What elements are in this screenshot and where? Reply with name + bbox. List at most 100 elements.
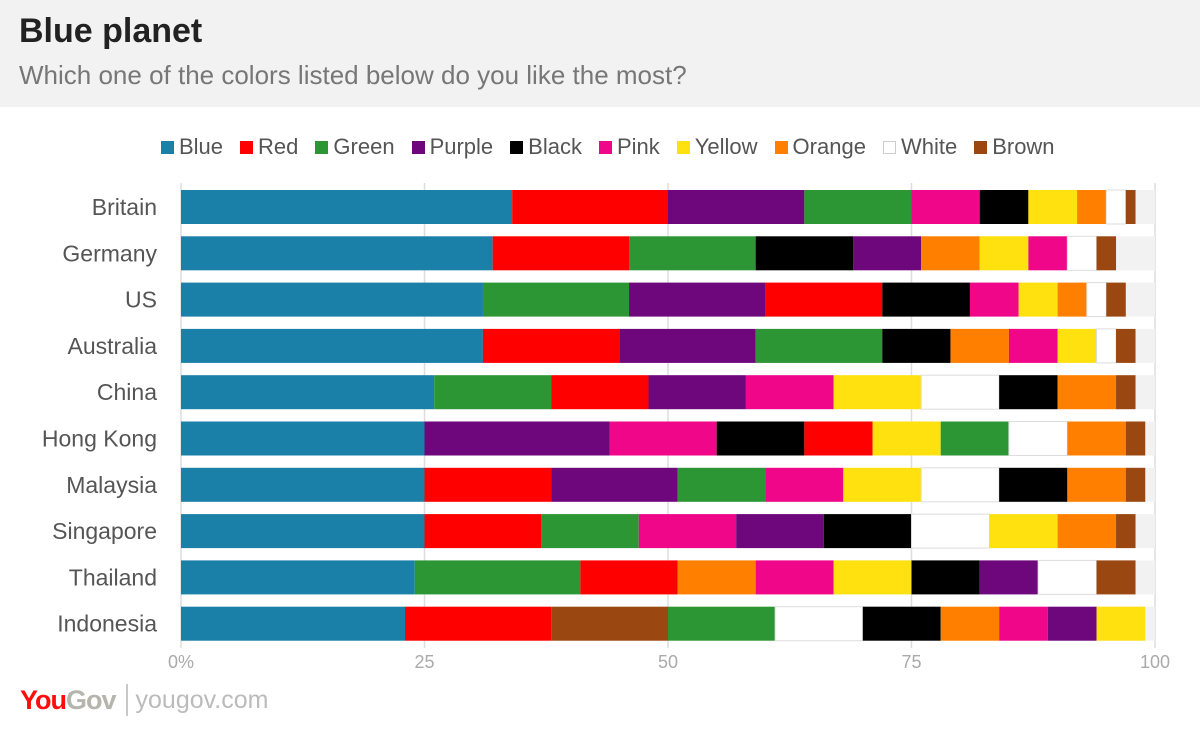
bar-segment-china-red bbox=[551, 375, 649, 410]
bar-segment-us-brown bbox=[1106, 282, 1126, 317]
bar-segment-britain-purple bbox=[668, 190, 805, 224]
bar-segment-germany-black bbox=[755, 236, 854, 271]
bar-segment-australia-green bbox=[755, 328, 883, 363]
legend-item-red: Red bbox=[240, 134, 298, 160]
bar-segment-us-green bbox=[482, 282, 630, 317]
footer-divider bbox=[125, 684, 128, 716]
bar-segment-thailand-purple bbox=[979, 560, 1039, 595]
bar-segment-indonesia-red bbox=[405, 606, 552, 641]
category-label: Indonesia bbox=[57, 611, 157, 637]
bar-segment-britain-pink bbox=[911, 190, 980, 224]
header: Blue planet Which one of the colors list… bbox=[0, 0, 1200, 107]
legend-swatch bbox=[315, 140, 329, 154]
legend-label: Brown bbox=[992, 134, 1055, 159]
legend-item-pink: Pink bbox=[598, 134, 660, 160]
x-tick-label: 100 bbox=[1140, 652, 1170, 672]
bar-segment-germany-orange bbox=[921, 236, 980, 271]
bar-segment-germany-yellow bbox=[979, 236, 1029, 271]
legend-label: Green bbox=[333, 134, 395, 159]
category-label: China bbox=[97, 379, 157, 405]
bar-segment-hong-kong-blue bbox=[181, 421, 425, 456]
bar-segment-malaysia-brown bbox=[1125, 467, 1146, 502]
bar-segment-singapore-yellow bbox=[989, 514, 1058, 549]
x-tick-label: 25 bbox=[414, 652, 434, 672]
x-tick-label: 50 bbox=[658, 652, 678, 672]
bar-segment-germany-white bbox=[1066, 235, 1098, 271]
bar-segment-us-blue bbox=[181, 282, 483, 317]
category-label: Malaysia bbox=[66, 472, 157, 498]
bar-segment-australia-blue bbox=[181, 328, 483, 363]
bar-segment-us-red bbox=[765, 282, 883, 317]
bar-segment-singapore-black bbox=[823, 514, 912, 549]
bar-segment-us-black bbox=[882, 282, 970, 317]
bar-segment-britain-black bbox=[979, 190, 1029, 224]
legend-item-blue: Blue bbox=[161, 134, 223, 160]
bar-segment-us-yellow bbox=[1018, 282, 1058, 317]
bar-segment-us-purple bbox=[629, 282, 766, 317]
bar-segment-britain-red bbox=[512, 190, 668, 224]
bar-segment-germany-pink bbox=[1028, 236, 1068, 271]
bar-segment-australia-brown bbox=[1116, 328, 1136, 363]
bar-segment-britain-white bbox=[1105, 189, 1127, 225]
bar-segment-malaysia-white bbox=[920, 467, 1000, 503]
bar-segment-thailand-orange bbox=[677, 560, 756, 595]
legend-swatch bbox=[676, 140, 690, 154]
legend-label: Yellow bbox=[694, 134, 758, 159]
category-label: Britain bbox=[92, 194, 157, 220]
bar-segment-thailand-green bbox=[414, 560, 581, 595]
bar-segment-singapore-white bbox=[911, 513, 990, 549]
bar-segment-britain-blue bbox=[181, 190, 513, 224]
category-label: Singapore bbox=[52, 518, 157, 544]
legend-item-green: Green bbox=[315, 134, 395, 160]
yougov-logo: YouGov bbox=[20, 684, 117, 715]
bar-segment-malaysia-pink bbox=[765, 467, 844, 502]
legend-swatch bbox=[161, 140, 174, 154]
bar-segment-us-white bbox=[1086, 282, 1107, 318]
category-label: Hong Kong bbox=[42, 426, 157, 452]
bar-segment-indonesia-yellow bbox=[1096, 606, 1146, 641]
bar-segment-britain-yellow bbox=[1028, 190, 1078, 224]
bar-segment-australia-purple bbox=[619, 328, 756, 363]
bar-segment-us-orange bbox=[1057, 282, 1087, 317]
bar-segment-malaysia-black bbox=[999, 467, 1068, 502]
site-link[interactable]: yougov.com bbox=[135, 685, 269, 714]
category-label: Australia bbox=[68, 333, 158, 359]
bar-segment-singapore-orange bbox=[1057, 514, 1117, 549]
bar-segment-hong-kong-yellow bbox=[872, 421, 941, 456]
bar-segment-thailand-blue bbox=[181, 560, 415, 595]
bar-segment-hong-kong-red bbox=[804, 421, 873, 456]
bar-segment-indonesia-orange bbox=[940, 606, 1000, 641]
bar-segment-malaysia-yellow bbox=[843, 467, 922, 502]
category-label: US bbox=[125, 287, 157, 313]
bar-segment-thailand-red bbox=[580, 560, 678, 595]
bar-segment-germany-brown bbox=[1096, 236, 1117, 271]
bar-segment-germany-red bbox=[492, 236, 630, 271]
bar-segment-thailand-brown bbox=[1096, 560, 1136, 595]
bar-segment-singapore-green bbox=[541, 514, 639, 549]
legend-item-brown: Brown bbox=[974, 134, 1055, 160]
legend-swatch bbox=[510, 140, 524, 154]
legend-swatch bbox=[598, 140, 612, 154]
bar-segment-indonesia-white bbox=[774, 606, 864, 642]
legend-label: Black bbox=[528, 134, 582, 159]
legend-label: Pink bbox=[616, 134, 660, 159]
legend-swatch bbox=[774, 140, 788, 154]
legend-item-white: White bbox=[882, 134, 957, 160]
bar-segment-thailand-yellow bbox=[833, 560, 912, 595]
bar-segment-malaysia-purple bbox=[551, 467, 678, 502]
legend-item-black: Black bbox=[510, 134, 582, 160]
bar-segment-us-pink bbox=[969, 282, 1019, 317]
bar-segment-china-white bbox=[920, 374, 1000, 410]
category-label: Germany bbox=[62, 240, 157, 266]
bar-segment-australia-yellow bbox=[1057, 328, 1097, 363]
legend-item-yellow: Yellow bbox=[676, 134, 758, 160]
bar-segment-indonesia-brown bbox=[551, 606, 668, 641]
bar-segment-singapore-brown bbox=[1116, 514, 1136, 549]
legend: Blue Red Green Purple Black Pink Yellow Orange W… bbox=[161, 134, 1161, 160]
bar-segment-malaysia-orange bbox=[1067, 467, 1126, 502]
legend-label: Blue bbox=[179, 134, 224, 159]
bar-segment-singapore-purple bbox=[736, 514, 824, 549]
legend-swatch bbox=[974, 140, 988, 154]
bar-segment-indonesia-black bbox=[862, 606, 941, 641]
